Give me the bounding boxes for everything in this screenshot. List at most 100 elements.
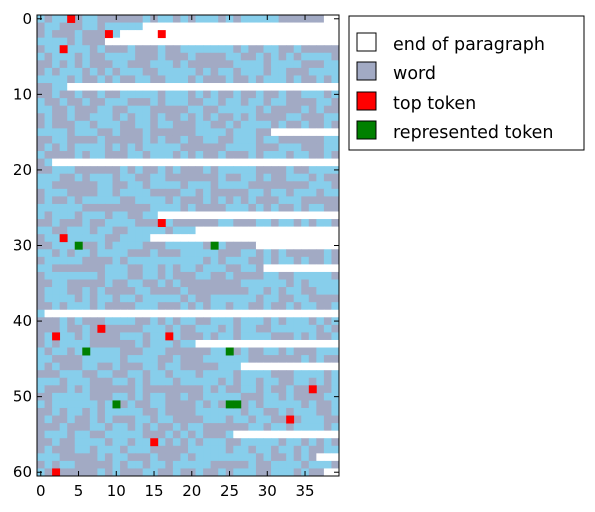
word-cell	[225, 219, 234, 228]
end-of-paragraph-cell	[255, 211, 264, 220]
word-cell	[52, 241, 61, 250]
word-cell	[150, 67, 159, 76]
word-cell	[293, 294, 302, 303]
word-cell	[225, 75, 234, 84]
word-cell	[263, 219, 272, 228]
word-cell	[59, 219, 68, 228]
word-cell	[286, 143, 295, 152]
word-cell	[233, 438, 242, 447]
word-cell	[120, 60, 128, 69]
word-cell	[233, 105, 242, 114]
word-cell	[127, 45, 136, 54]
word-cell	[112, 438, 121, 447]
end-of-paragraph-cell	[233, 83, 242, 91]
word-cell	[150, 105, 159, 114]
word-cell	[240, 181, 249, 190]
word-cell	[44, 400, 53, 409]
word-cell	[37, 460, 45, 469]
word-cell	[331, 377, 340, 386]
word-cell	[316, 15, 325, 23]
word-cell	[112, 173, 121, 182]
word-cell	[263, 143, 272, 152]
word-cell	[271, 317, 279, 326]
word-cell	[104, 423, 113, 432]
word-cell	[37, 355, 45, 364]
word-cell	[203, 355, 212, 364]
word-cell	[120, 151, 128, 159]
word-cell	[278, 143, 287, 152]
end-of-paragraph-cell	[286, 234, 295, 243]
word-cell	[172, 128, 181, 137]
word-cell	[52, 22, 61, 31]
end-of-paragraph-cell	[82, 309, 91, 318]
word-cell	[188, 196, 196, 205]
word-cell	[82, 294, 91, 303]
word-cell	[180, 241, 189, 250]
word-cell	[89, 445, 98, 454]
word-cell	[135, 234, 144, 243]
end-of-paragraph-cell	[225, 37, 234, 46]
top-token-cell	[308, 385, 317, 394]
word-cell	[218, 113, 227, 122]
word-cell	[180, 249, 189, 258]
word-cell	[67, 219, 76, 228]
word-cell	[82, 392, 91, 401]
x-tick-label: 25	[220, 482, 239, 500]
word-cell	[37, 438, 45, 447]
word-cell	[188, 241, 196, 250]
word-cell	[97, 98, 106, 107]
x-tick-label: 20	[182, 482, 201, 500]
end-of-paragraph-cell	[195, 22, 204, 31]
word-cell	[67, 407, 76, 416]
word-cell	[82, 256, 91, 265]
word-cell	[225, 120, 234, 129]
word-cell	[308, 181, 317, 190]
word-cell	[225, 317, 234, 326]
word-cell	[218, 143, 227, 152]
word-cell	[82, 226, 91, 235]
end-of-paragraph-cell	[316, 453, 325, 462]
word-cell	[59, 75, 68, 84]
word-cell	[157, 339, 166, 348]
word-cell	[240, 256, 249, 265]
word-cell	[248, 377, 257, 386]
word-cell	[89, 264, 98, 273]
word-cell	[142, 211, 151, 220]
word-cell	[112, 415, 121, 424]
word-cell	[278, 377, 287, 386]
word-cell	[225, 370, 234, 379]
word-cell	[293, 377, 302, 386]
word-cell	[157, 324, 166, 333]
word-cell	[97, 430, 106, 439]
word-cell	[210, 347, 219, 356]
word-cell	[112, 453, 121, 462]
word-cell	[157, 302, 166, 311]
word-cell	[135, 15, 144, 23]
word-cell	[195, 445, 204, 454]
end-of-paragraph-cell	[218, 309, 227, 318]
word-cell	[248, 128, 257, 137]
word-cell	[233, 90, 242, 99]
word-cell	[278, 468, 287, 477]
word-cell	[248, 98, 257, 107]
word-cell	[172, 203, 181, 212]
word-cell	[323, 188, 332, 197]
word-cell	[301, 385, 310, 394]
end-of-paragraph-cell	[203, 158, 212, 167]
end-of-paragraph-cell	[316, 30, 325, 39]
word-cell	[135, 120, 144, 129]
end-of-paragraph-cell	[286, 264, 295, 273]
word-cell	[271, 45, 279, 54]
word-cell	[120, 294, 128, 303]
word-cell	[74, 256, 83, 265]
word-cell	[172, 264, 181, 273]
word-cell	[89, 203, 98, 212]
word-cell	[104, 196, 113, 205]
word-cell	[142, 294, 151, 303]
word-cell	[240, 377, 249, 386]
word-cell	[112, 219, 121, 228]
word-cell	[195, 287, 204, 296]
word-cell	[263, 423, 272, 432]
end-of-paragraph-cell	[74, 158, 83, 167]
word-cell	[308, 67, 317, 76]
